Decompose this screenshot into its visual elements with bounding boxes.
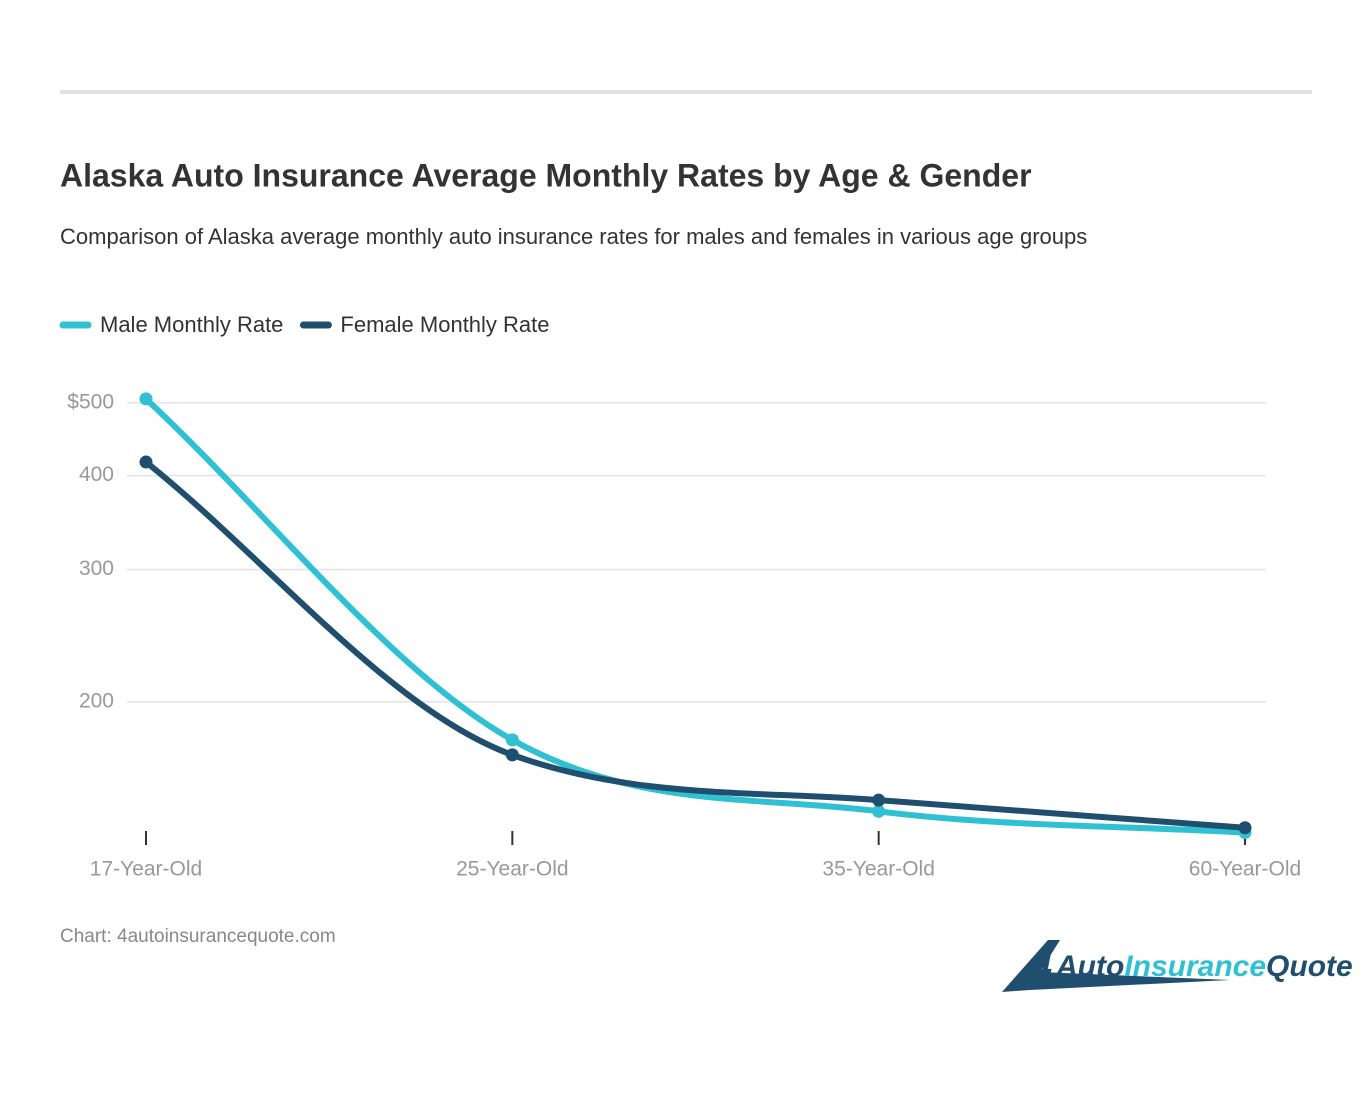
x-tick-label: 35-Year-Old xyxy=(822,858,934,881)
logo: 4 AutoInsuranceQuote xyxy=(1002,940,1353,992)
source: Chart: 4autoinsurancequote.com xyxy=(60,926,336,947)
data-point xyxy=(139,392,153,406)
logo-swoosh xyxy=(1002,940,1230,992)
y-tick-label: $500 xyxy=(67,390,114,413)
data-point xyxy=(872,804,886,818)
x-tick-label: 25-Year-Old xyxy=(456,858,568,881)
data-point xyxy=(1238,821,1252,835)
data-point xyxy=(872,793,886,807)
logo-text: AutoInsuranceQuote xyxy=(1055,950,1353,983)
y-tick-label: 400 xyxy=(79,463,114,486)
legend-label: Female Monthly Rate xyxy=(340,312,549,337)
y-tick-label: 200 xyxy=(79,689,114,712)
data-point xyxy=(139,455,153,469)
series-line xyxy=(143,459,1248,831)
data-point xyxy=(505,733,519,747)
logo-part: Auto xyxy=(1055,950,1124,983)
logo-part: Insurance xyxy=(1124,950,1266,983)
chart-subtitle: Comparison of Alaska average monthly aut… xyxy=(60,224,1087,249)
chart-title: Alaska Auto Insurance Average Monthly Ra… xyxy=(60,157,1032,193)
logo-digit: 4 xyxy=(1029,944,1052,988)
legend-label: Male Monthly Rate xyxy=(100,312,283,337)
data-point xyxy=(505,748,519,762)
x-tick-label: 60-Year-Old xyxy=(1189,858,1301,881)
logo-part: Quote xyxy=(1266,950,1353,983)
x-tick-label: 17-Year-Old xyxy=(90,858,202,881)
series-line xyxy=(143,395,1248,836)
y-tick-label: 300 xyxy=(79,557,114,580)
